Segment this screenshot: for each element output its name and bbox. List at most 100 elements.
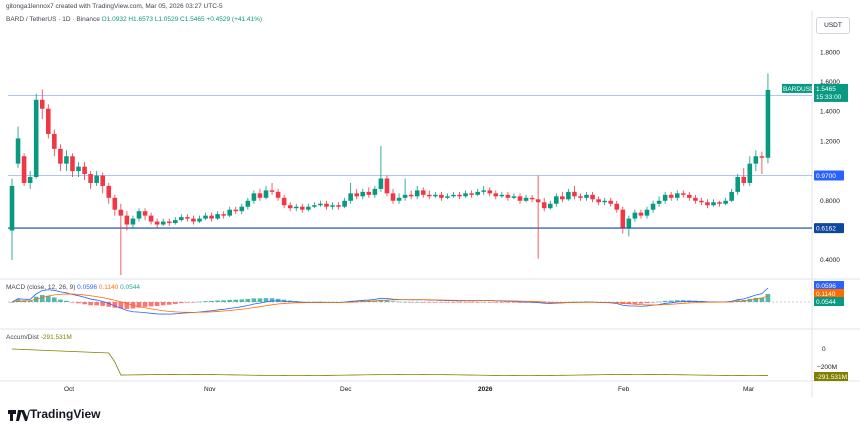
symbol-legend: BARD / TetherUS · 1D · Binance O1.0932 H…	[6, 16, 262, 23]
macd-label[interactable]: MACD (close, 12, 26, 9)	[6, 284, 76, 291]
macd-hist-bar	[765, 293, 771, 302]
last-price-box	[814, 83, 848, 102]
candle-body	[414, 190, 420, 197]
candle-body	[64, 156, 69, 164]
candle-body	[584, 194, 589, 198]
macd-hist-bar	[511, 302, 517, 303]
macd-hist-bar	[445, 302, 450, 303]
candle-body	[130, 218, 136, 225]
candle-body	[342, 200, 347, 207]
candle-body	[765, 89, 771, 158]
candle-body	[590, 194, 595, 200]
tradingview-brand[interactable]: TradingView	[30, 407, 101, 421]
macd-hist-bar	[269, 298, 275, 302]
candle-body	[596, 199, 601, 203]
candle-body	[251, 193, 257, 201]
macd-hist-bar	[215, 300, 220, 302]
candle-body	[608, 200, 614, 204]
candle-body	[354, 193, 360, 197]
candle-body	[166, 221, 172, 224]
candle-body	[693, 197, 698, 201]
candle-body	[759, 156, 765, 158]
candle-body	[312, 205, 317, 207]
candle-body	[306, 206, 311, 210]
macd-hist-bar	[148, 302, 154, 307]
candle-body	[94, 175, 99, 183]
accum-tick-label: 0	[822, 346, 826, 353]
macd-axis-box	[814, 289, 844, 298]
candle-body	[572, 191, 577, 197]
macd-hist-bar	[505, 302, 511, 303]
macd-hist-bar	[402, 301, 408, 303]
candle-body	[203, 215, 208, 219]
candle-body	[27, 177, 33, 183]
accum-label[interactable]: Accum/Dist	[6, 334, 39, 341]
candle-body	[426, 194, 432, 197]
candle-body	[451, 194, 456, 197]
macd-hist-bar	[58, 299, 63, 302]
candle-body	[336, 205, 341, 207]
macd-hist-bar	[439, 302, 444, 303]
macd-hist-bar	[354, 300, 360, 302]
price-tick-label: 1.8000	[820, 49, 840, 56]
macd-hist-bar	[233, 299, 239, 302]
macd-value-macd: 0.0596	[77, 284, 98, 291]
candle-body	[239, 206, 245, 212]
candle-body	[541, 202, 547, 209]
candle-body	[632, 212, 638, 219]
candle-body	[445, 196, 450, 198]
candle-body	[487, 190, 493, 194]
candle-body	[402, 194, 408, 198]
candle-body	[511, 196, 517, 198]
macd-hist-bar	[197, 301, 202, 303]
macd-hist-bar	[420, 302, 426, 303]
price-tick-label: 0.8000	[820, 198, 840, 205]
symbol-tag-box	[782, 83, 812, 93]
candle-body	[82, 166, 87, 175]
macd-hist-bar	[493, 302, 499, 303]
candle-body	[547, 203, 553, 209]
candle-body	[620, 209, 626, 228]
candle-body	[348, 193, 353, 201]
macd-value-signal: 0.1140	[98, 284, 119, 291]
candle-body	[136, 211, 142, 219]
candle-body	[717, 202, 722, 204]
symbol-title[interactable]: BARD / TetherUS · 1D · Binance	[6, 16, 100, 23]
currency-button[interactable]: USDT	[816, 17, 850, 34]
macd-hist-bar	[632, 302, 638, 304]
candle-body	[753, 156, 759, 164]
accum-value: -291.531M	[40, 334, 72, 341]
accum-axis-box	[814, 372, 848, 381]
macd-value-hist: 0.0544	[120, 284, 140, 291]
accum-line	[11, 348, 768, 377]
candle-body	[668, 194, 674, 198]
macd-hist-bar	[475, 302, 480, 303]
candle-body	[602, 200, 607, 203]
candle-body	[269, 190, 275, 192]
candle-body	[233, 209, 239, 212]
candle-body	[469, 193, 474, 195]
candle-body	[566, 191, 571, 200]
macd-hist-bar	[15, 299, 21, 302]
accum-legend: Accum/Dist -291.531M	[6, 334, 72, 341]
macd-hist-bar	[118, 302, 124, 309]
candle-body	[275, 191, 281, 198]
candle-body	[390, 193, 396, 201]
candle-body	[674, 193, 680, 198]
tradingview-logo-icon	[8, 410, 30, 421]
macd-axis-label: 0.0544	[816, 299, 836, 306]
macd-hist-bar	[668, 300, 674, 302]
price-tick-label: 1.2000	[820, 138, 840, 145]
macd-hist-bar	[45, 295, 51, 302]
candle-body	[505, 194, 511, 198]
macd-hist-bar	[408, 302, 414, 303]
x-label-dec: Dec	[340, 386, 352, 393]
candle-body	[257, 193, 263, 198]
candle-body	[687, 194, 692, 198]
candle-body	[656, 200, 662, 204]
macd-hist-bar	[27, 300, 33, 302]
candle-body	[481, 190, 487, 192]
candle-body	[45, 108, 51, 134]
candle-body	[142, 211, 148, 216]
